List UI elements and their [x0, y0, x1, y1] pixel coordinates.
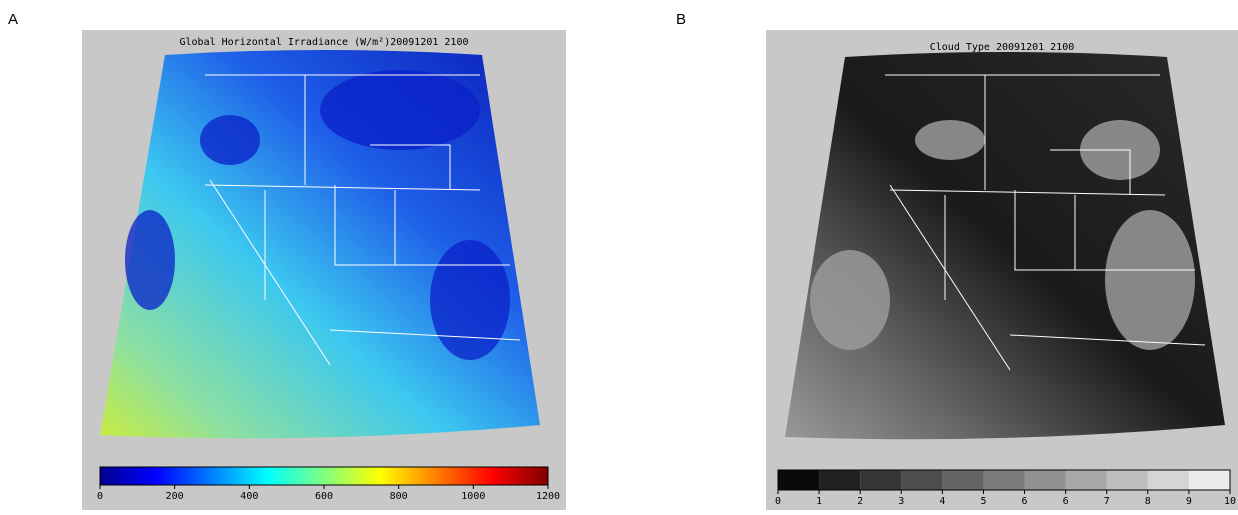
tick-label: 1000: [461, 491, 485, 502]
state-borders: [885, 74, 1206, 371]
tick-label: 0: [775, 496, 781, 507]
tick-label: 800: [390, 491, 408, 502]
tick-label: 9: [1186, 496, 1192, 507]
tick-label: 6: [1063, 496, 1069, 507]
cloud-patches: [125, 70, 510, 360]
tick-label: 400: [240, 491, 258, 502]
colorbar: [99, 466, 549, 486]
colorbar-segment: [1024, 470, 1066, 490]
colorbar-segment: [1147, 470, 1189, 490]
colorbar-segment: [860, 470, 902, 490]
colorbar-segment: [1065, 470, 1107, 490]
colorbar-segment: [1106, 470, 1148, 490]
state-borders: [204, 74, 521, 366]
tick-label: 200: [166, 491, 184, 502]
tick-label: 1: [816, 496, 822, 507]
colorbar-segment: [983, 470, 1025, 490]
tick-label: 1200: [536, 491, 560, 502]
tick-label: 3: [898, 496, 904, 507]
colorbar-segment: [778, 470, 820, 490]
panel-title: Cloud Type 20091201 2100: [930, 42, 1075, 53]
panel-label: B: [676, 11, 686, 28]
colorbar: [777, 469, 1231, 491]
colorbar-frame: [777, 469, 1231, 491]
colorbar-segment: [1188, 470, 1230, 490]
colorbar-segment: [819, 470, 861, 490]
tick-label: 600: [315, 491, 333, 502]
colorbar-segment: [901, 470, 943, 490]
tick-label: 5: [980, 496, 986, 507]
tick-label: 7: [1104, 496, 1110, 507]
tick-label: 2: [857, 496, 863, 507]
tick-label: 10: [1224, 496, 1236, 507]
panel-label: A: [8, 11, 18, 28]
tick-label: 0: [97, 491, 103, 502]
panel-title: Global Horizontal Irradiance (W/m²)20091…: [180, 37, 469, 48]
tick-label: 6: [1022, 496, 1028, 507]
tick-label: 8: [1145, 496, 1151, 507]
tick-label: 4: [939, 496, 945, 507]
colorbar-segment: [942, 470, 984, 490]
